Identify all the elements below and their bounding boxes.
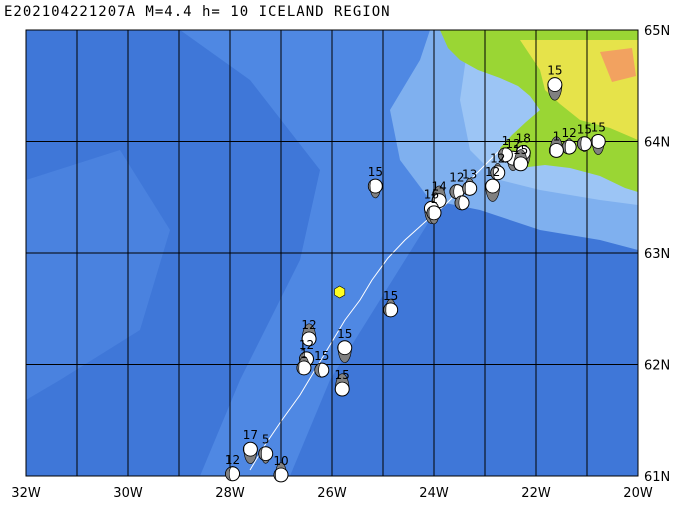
focal-mechanism-beachball [454,195,470,211]
focal-mechanism-beachball: 15 [547,64,563,101]
focal-mechanism-beachball: 12 [301,318,317,347]
beachball-compression [337,345,352,363]
beachball-compression [498,147,508,163]
event-depth-label: 15 [314,349,329,363]
beachball-compression [590,137,605,155]
beachball-compression [577,136,588,152]
map-title: E202104221207A M=4.4 h= 10 ICELAND REGIO… [4,4,391,20]
beachball-compression [547,84,563,101]
focal-mechanism-beachball: 14 [431,180,447,209]
iceland-peak [600,48,636,82]
focal-mechanism-beachball: 10 [273,454,289,483]
latitude-label: 64N [644,136,670,151]
event-depth-label: 17 [243,428,258,442]
event-depth-label: 18 [516,132,531,146]
longitude-label: 20W [623,486,653,501]
longitude-label: 26W [317,486,347,501]
event-depth-label: 1 [553,129,561,143]
beachball-compression [243,446,258,464]
event-depth-label: 15 [337,327,352,341]
event-depth-label: 12 [562,126,577,140]
focal-mechanism-beachball: 15 [577,123,592,152]
beachball-compression [301,323,317,341]
event-depth-label: 15 [547,64,562,78]
event-depth-label: 1 [502,134,510,148]
event-depth-label: 1 [300,347,308,361]
epicenter-marker [334,285,346,299]
focal-mechanism-beachball: 12 [490,152,505,181]
ocean-slope-west [26,150,170,400]
event-depth-label: 13 [462,167,477,181]
beachball-compression [368,180,381,199]
beachball-compression [273,462,287,481]
event-depth-label: 5 [262,433,270,447]
beachball-compression [485,184,500,202]
beachball-compression [383,298,396,317]
focal-mechanism-beachball: 15 [591,121,606,155]
focal-mechanism-beachball: 1 [497,134,513,163]
event-depth-label: 12 [505,137,520,151]
beachball-compression [296,356,310,374]
event-depth-label: 12 [299,338,314,352]
beachball-compression [426,206,439,225]
focal-mechanism-beachball: 1 [426,192,442,225]
beachball-compression [462,178,474,196]
longitude-label: 32W [11,486,41,501]
event-depth-label: 15 [591,121,606,135]
latitude-label: 65N [644,24,670,39]
latitude-label: 63N [644,247,670,262]
beachball-compression [431,185,446,204]
event-depth-label: 15 [335,368,350,382]
focal-mechanism-beachball: 15 [383,289,398,318]
event-depth-label: 1 [430,192,438,206]
event-depth-label: 15 [383,289,398,303]
beachball-compression [314,362,323,378]
event-depth-label: 12 [301,318,316,332]
longitude-label: 30W [113,486,143,501]
latitude-label: 62N [644,359,670,374]
event-depth-label: 15 [368,165,383,179]
focal-mechanism-beachball: 15 [368,165,383,199]
event-depth-label: 12 [485,165,500,179]
event-depth-label: 12 [225,453,240,467]
focal-mechanism-beachball: 13 [462,167,477,196]
map-frame [25,29,639,477]
latitude-label: 61N [644,470,670,485]
focal-mechanism-beachball: 12 [485,165,500,202]
focal-mechanism-beachball: 12 [225,453,240,482]
event-depth-label: 10 [273,454,288,468]
beachball-compression [454,195,463,211]
beachball-compression [490,163,502,180]
graticule [26,30,638,476]
focal-mechanism-beachball: 15 [334,368,350,397]
beachball-compression [449,184,458,200]
longitude-label: 28W [215,486,245,501]
longitude-label: 22W [521,486,551,501]
beachball-compression [334,373,350,391]
beachball-compression [513,149,528,168]
event-depth-label: 14 [431,180,446,194]
beachball-compression [549,136,563,155]
focal-mechanism-beachball: 15 [337,327,352,363]
longitude-label: 24W [419,486,449,501]
focal-mechanism-beachball: 15 [314,349,329,378]
event-depth-label: 15 [577,123,592,137]
event-depth-label: 15 [513,143,528,157]
focal-mechanism-beachball: 1 [548,129,564,158]
focal-mechanism-beachball: 17 [243,428,258,464]
focal-mechanism-beachball: 1 [296,347,312,376]
event-depth-label: 16 [424,187,439,201]
focal-mechanism-beachball: 15 [513,143,528,172]
event-depth-label: 12 [490,152,505,166]
focal-mechanism-beachball: 12 [562,126,577,155]
event-depth-label: 12 [449,171,464,185]
beachball-compression [225,466,235,482]
focal-mechanism-beachball: 5 [258,433,274,464]
beachball-compression [258,446,270,464]
